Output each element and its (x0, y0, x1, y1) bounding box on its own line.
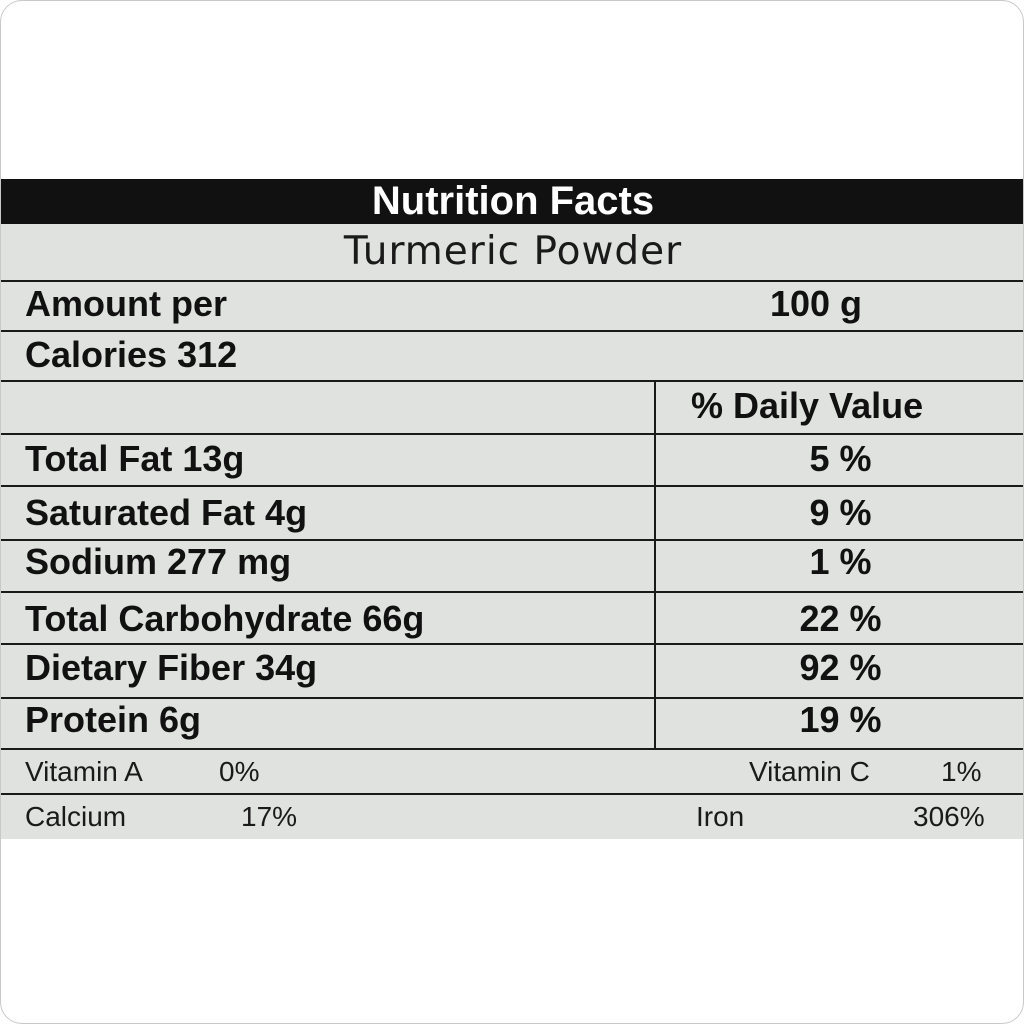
iron-label: Iron (696, 801, 745, 832)
divider (1, 433, 1023, 435)
product-name: Turmeric Powder (343, 229, 683, 274)
serving-label: Amount per (25, 283, 227, 324)
nutrient-label: Total Fat 13g (25, 438, 245, 479)
nutrient-dv: 92 % (799, 647, 882, 688)
nutrient-label: Dietary Fiber 34g (25, 647, 318, 688)
vitamin-c-label: Vitamin C (749, 756, 870, 787)
divider (1, 380, 1023, 382)
vitamin-a-label: Vitamin A (25, 756, 143, 787)
daily-value-header: % Daily Value (691, 385, 924, 426)
divider (1, 485, 1023, 487)
nutrient-dv: 1 % (809, 541, 872, 582)
serving-value: 100 g (769, 283, 863, 324)
calories: Calories 312 (25, 334, 238, 375)
nutrient-dv: 5 % (809, 438, 872, 479)
nutrient-dv: 22 % (799, 598, 882, 639)
divider (1, 591, 1023, 593)
divider (1, 539, 1023, 541)
column-divider (654, 380, 656, 750)
label-title: Nutrition Facts (1, 179, 1023, 224)
divider (1, 793, 1023, 795)
nutrient-label: Saturated Fat 4g (25, 492, 308, 533)
divider (1, 748, 1023, 750)
nutrient-dv: 9 % (809, 492, 872, 533)
iron-value: 306% (913, 801, 985, 832)
nutrient-label: Total Carbohydrate 66g (25, 598, 425, 639)
nutrition-label: Nutrition Facts Turmeric Powder Amount p… (1, 179, 1023, 839)
vitamin-a-value: 0% (219, 756, 260, 787)
nutrient-label: Protein 6g (25, 699, 202, 740)
nutrient-label: Sodium 277 mg (25, 541, 292, 582)
divider (1, 330, 1023, 332)
divider (1, 697, 1023, 699)
calcium-label: Calcium (25, 801, 127, 832)
vitamin-c-value: 1% (941, 756, 982, 787)
divider (1, 280, 1023, 282)
nutrient-dv: 19 % (799, 699, 882, 740)
calcium-value: 17% (241, 801, 298, 832)
divider (1, 643, 1023, 645)
